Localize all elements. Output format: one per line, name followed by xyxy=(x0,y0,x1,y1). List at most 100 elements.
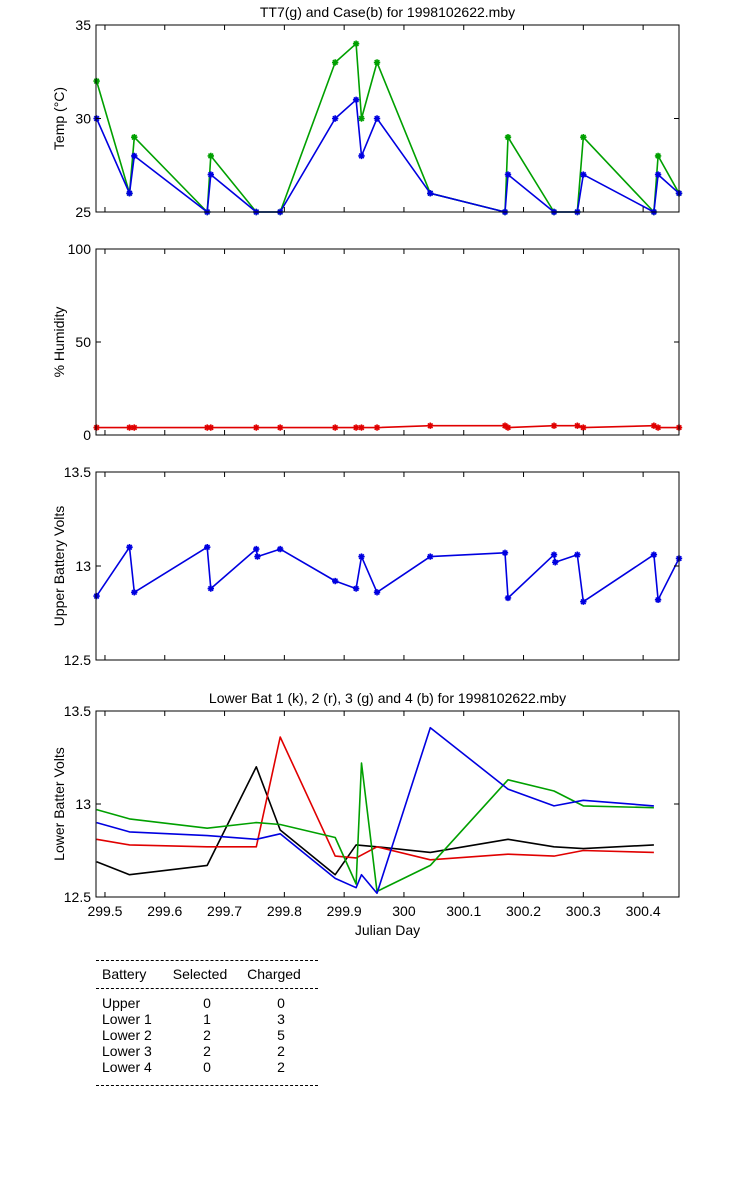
upper-battery-series-1-point xyxy=(352,585,360,592)
humidity-series-1-line xyxy=(96,424,679,429)
humidity-series-1-point xyxy=(253,424,260,431)
humidity-series-1-point xyxy=(276,424,284,431)
lower-battery-x-axis-label: Julian Day xyxy=(355,922,420,938)
lower-battery-ytick-label: 12.5 xyxy=(64,889,91,905)
upper-battery-ytick-label: 13 xyxy=(75,558,91,574)
upper-battery-series-1-point xyxy=(131,589,138,596)
humidity-series-1-point xyxy=(93,424,100,431)
upper-battery-series-1-point xyxy=(254,553,261,560)
lower-battery-ytick-label: 13.5 xyxy=(64,703,91,719)
upper-battery-y-axis-label: Upper Battery Volts xyxy=(51,506,67,627)
temp-series-2-point xyxy=(207,171,215,178)
upper-battery-series-1-point xyxy=(207,585,215,592)
upper-battery-ytick-label: 12.5 xyxy=(64,652,91,668)
lower-battery-series-4-line xyxy=(96,726,654,895)
temp-series-2-point xyxy=(352,96,360,103)
temp-series-2-point xyxy=(427,190,434,197)
temp-ytick-label: 30 xyxy=(75,111,91,127)
lower-battery-xtick-label: 299.9 xyxy=(327,903,362,919)
selected-value: 0 xyxy=(203,1059,211,1075)
temp-series-2-point xyxy=(373,115,381,122)
temp-series-1-point xyxy=(131,134,138,141)
humidity-series-1-point xyxy=(654,424,662,431)
humidity-series-1-point xyxy=(650,422,658,429)
temp-series-2-point xyxy=(126,190,133,197)
lower-battery-series-1-line xyxy=(96,765,654,876)
temp-series-1-point xyxy=(358,115,365,122)
upper-battery-series-1-point xyxy=(427,553,434,560)
upper-battery-series-1-point xyxy=(126,544,133,551)
temp-series-2-point xyxy=(580,171,587,178)
humidity-series-1-point xyxy=(126,424,133,431)
upper-battery-series-1-point xyxy=(358,553,365,560)
upper-battery-series-1-point xyxy=(550,551,558,558)
upper-battery-series-1-point xyxy=(650,551,658,558)
lower-battery-xtick-label: 299.8 xyxy=(267,903,302,919)
lower-battery-xtick-label: 300.4 xyxy=(626,903,661,919)
lower-battery-series-3-line xyxy=(96,762,654,893)
battery-name: Lower 1 xyxy=(102,1011,152,1027)
humidity-series-1-point xyxy=(574,422,581,429)
upper-battery-series-1-point xyxy=(552,559,559,566)
humidity-ytick-label: 50 xyxy=(75,334,91,350)
humidity-series-1-point xyxy=(331,424,339,431)
humidity-series-1-point xyxy=(504,424,512,431)
temp-series-2-point xyxy=(331,115,339,122)
selected-value: 1 xyxy=(203,1011,211,1027)
lower-battery-plot-frame xyxy=(95,710,680,898)
humidity-series-1-point xyxy=(550,422,558,429)
temp-series-1-point xyxy=(654,152,662,160)
charged-value: 0 xyxy=(277,995,285,1011)
upper-battery-series-1-point xyxy=(654,596,662,604)
battery-summary-table: Battery Selected Charged Upper 0 0 Lower… xyxy=(96,960,318,1086)
humidity-series-1-point xyxy=(358,424,365,431)
header-battery: Battery xyxy=(102,966,147,982)
battery-name: Lower 2 xyxy=(102,1027,152,1043)
upper-battery-series-1-line xyxy=(95,546,680,603)
temp-series-2-point xyxy=(654,171,662,178)
battery-name: Upper xyxy=(102,995,141,1011)
lower-battery-ytick-label: 13 xyxy=(75,796,91,812)
lower-battery-xtick-label: 299.5 xyxy=(87,903,122,919)
lower-battery-chart-title: Lower Bat 1 (k), 2 (r), 3 (g) and 4 (b) … xyxy=(209,690,566,706)
upper-battery-plot-frame xyxy=(95,471,680,661)
humidity-series-1-point xyxy=(352,424,360,431)
temp-y-axis-label: Temp (°C) xyxy=(51,87,67,150)
header-selected: Selected xyxy=(172,966,228,982)
temp-series-2-line xyxy=(95,99,680,213)
temp-series-1-point xyxy=(207,152,215,160)
temp-series-1-point xyxy=(93,77,100,85)
upper-battery-series-1-point xyxy=(331,577,339,585)
table-row: Lower 4 0 2 xyxy=(96,1059,318,1075)
humidity-series-1-point xyxy=(580,424,587,431)
charged-value: 2 xyxy=(277,1043,285,1059)
table-rule-top xyxy=(96,960,318,961)
temp-plot-frame xyxy=(95,24,680,213)
charged-value: 3 xyxy=(277,1011,285,1027)
humidity-series-1-point xyxy=(207,424,215,431)
upper-battery-series-1-point xyxy=(276,545,284,553)
battery-name: Lower 4 xyxy=(102,1059,152,1075)
temp-series-1-point xyxy=(331,59,339,66)
temp-series-1-point xyxy=(352,40,360,47)
lower-battery-series-2-line xyxy=(96,736,654,861)
temp-ytick-label: 35 xyxy=(75,17,91,33)
temp-series-1-line xyxy=(95,42,680,213)
upper-battery-series-1-point xyxy=(580,598,587,605)
upper-battery-series-1-point xyxy=(574,551,581,558)
lower-battery-xtick-label: 300.3 xyxy=(566,903,601,919)
temp-series-2-point xyxy=(504,171,512,178)
humidity-series-1-point xyxy=(373,424,381,431)
upper-battery-series-1-point xyxy=(253,545,260,553)
lower-battery-xtick-label: 300 xyxy=(392,903,416,919)
lower-battery-xtick-label: 299.6 xyxy=(147,903,182,919)
humidity-ytick-label: 100 xyxy=(68,241,92,257)
table-row: Upper 0 0 xyxy=(96,995,318,1011)
table-rule-middle xyxy=(96,988,318,989)
upper-battery-series-1-point xyxy=(204,544,211,551)
charged-value: 2 xyxy=(277,1059,285,1075)
upper-battery-series-1-point xyxy=(93,592,100,600)
temp-ytick-label: 25 xyxy=(75,204,91,220)
battery-name: Lower 3 xyxy=(102,1043,152,1059)
humidity-series-1-point xyxy=(427,422,434,429)
